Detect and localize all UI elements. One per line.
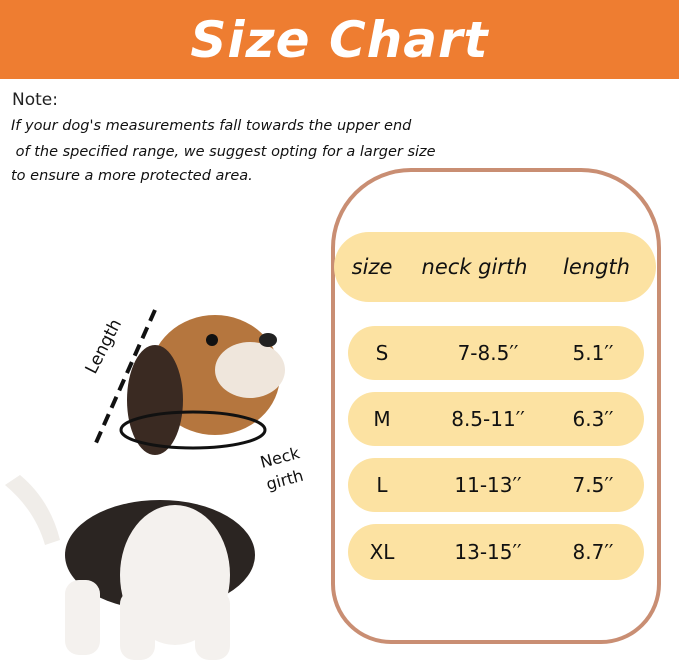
header-size: size — [351, 255, 393, 279]
dog-illustration: Length Neck girth — [5, 309, 305, 660]
cell-neck: 8.5-11′′ — [451, 407, 525, 431]
cell-neck: 13-15′′ — [454, 540, 522, 564]
header-length: length — [563, 255, 630, 279]
cell-size: S — [375, 341, 389, 365]
cell-length: 6.3′′ — [572, 407, 614, 431]
header-neck-girth: neck girth — [421, 255, 528, 279]
cell-neck: 11-13′′ — [454, 473, 522, 497]
girth-label: girth — [264, 466, 305, 494]
table-row: L 11-13′′ 7.5′′ — [348, 458, 644, 512]
dog-leg — [120, 590, 155, 660]
dog-nose — [259, 333, 277, 347]
table-header: size neck girth length — [334, 232, 656, 302]
size-table-frame — [331, 168, 661, 644]
dog-tail — [5, 475, 60, 545]
cell-size: L — [376, 473, 388, 497]
cell-size: XL — [369, 540, 395, 564]
neck-girth-line — [119, 410, 267, 450]
dog-leg — [65, 580, 100, 655]
table-row: S 7-8.5′′ 5.1′′ — [348, 326, 644, 380]
note-heading: Note: — [12, 90, 58, 110]
cell-size: M — [373, 407, 391, 431]
dog-leg — [195, 590, 230, 660]
note-line: to ensure a more protected area. — [11, 168, 253, 184]
cell-length: 8.7′′ — [572, 540, 614, 564]
cell-length: 5.1′′ — [572, 341, 614, 365]
dog-muzzle — [215, 342, 285, 398]
cell-neck: 7-8.5′′ — [457, 341, 519, 365]
dog-eye — [206, 334, 218, 346]
note-line: If your dog's measurements fall towards … — [11, 118, 412, 134]
note-line: of the specified range, we suggest optin… — [11, 144, 436, 160]
dog-ear — [127, 345, 183, 455]
length-line — [93, 309, 157, 446]
table-row: M 8.5-11′′ 6.3′′ — [348, 392, 644, 446]
title: Size Chart — [190, 10, 489, 69]
cell-length: 7.5′′ — [572, 473, 614, 497]
length-label: Length — [82, 316, 126, 377]
title-banner: Size Chart — [0, 0, 679, 79]
table-row: XL 13-15′′ 8.7′′ — [348, 524, 644, 580]
